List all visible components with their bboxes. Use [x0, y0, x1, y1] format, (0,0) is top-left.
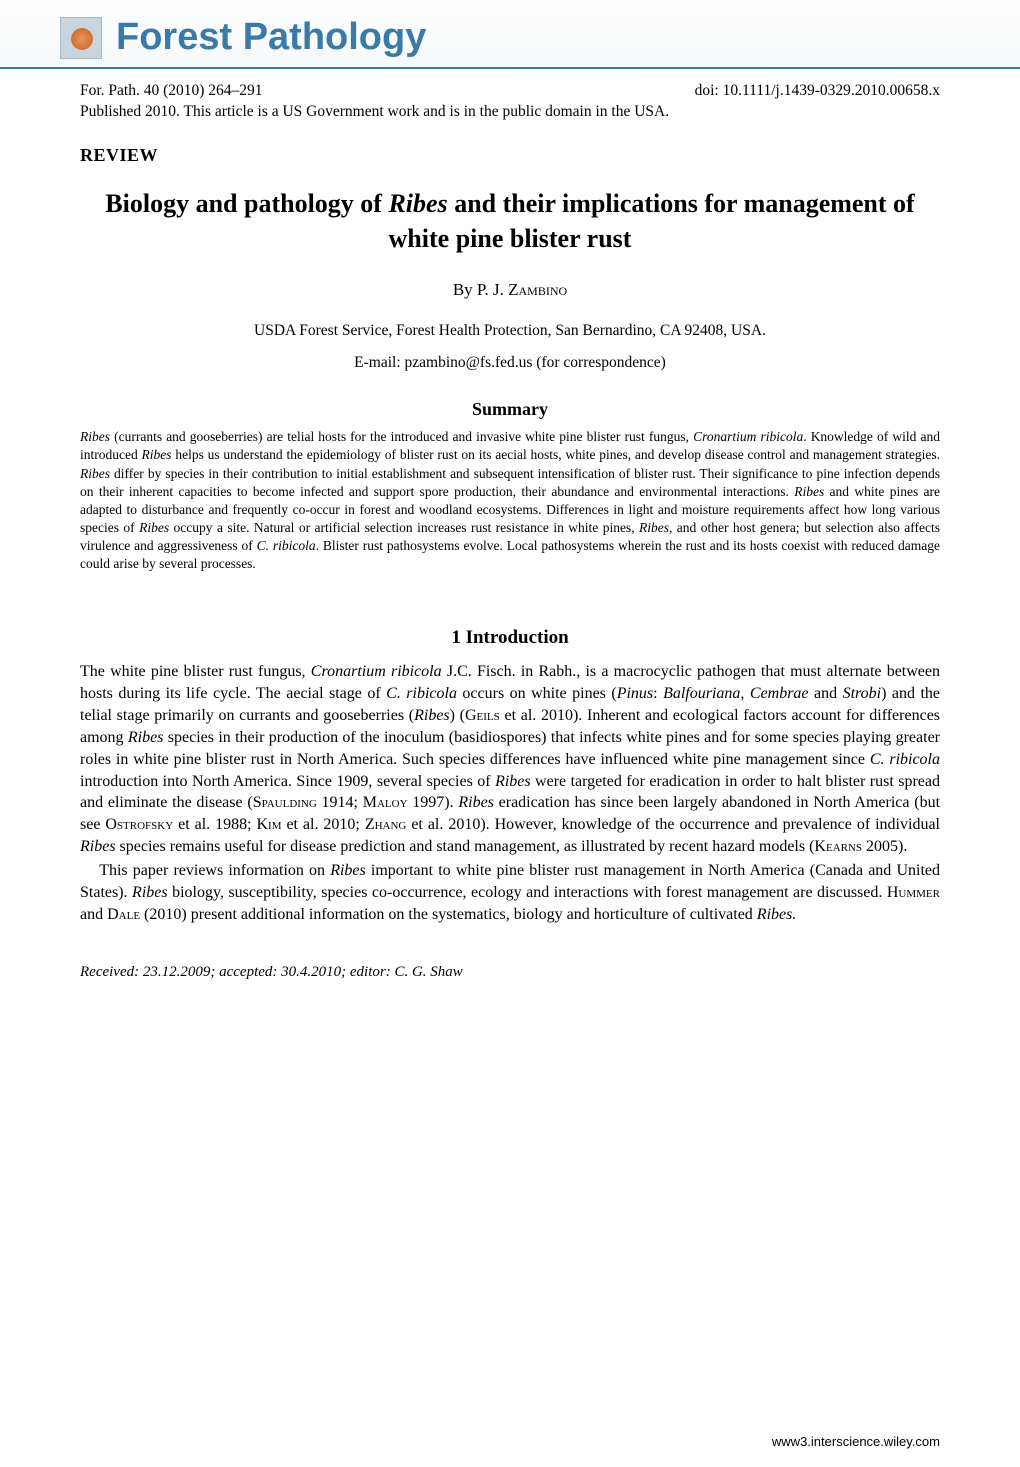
p2-t5: biology, susceptibility, species co-occu…	[168, 884, 887, 901]
p1-t16: species in their production of the inocu…	[80, 729, 940, 768]
p1-t18: introduction into North America. Since 1…	[80, 773, 495, 790]
author-by: By	[453, 280, 477, 299]
p2-a2: Dale	[107, 906, 140, 923]
sum-i7: Ribes	[80, 466, 110, 481]
affiliation-line-2: E-mail: pzambino@fs.fed.us (for correspo…	[0, 346, 1020, 378]
p2-t6: and	[80, 906, 107, 923]
p2-i8: Ribes.	[757, 906, 797, 923]
title-text-1: Biology and pathology of	[105, 189, 388, 218]
title-text-2: and their implications for management of…	[389, 189, 915, 253]
p1-t5: occurs on white pines (	[457, 685, 617, 702]
publication-note: Published 2010. This article is a US Gov…	[80, 102, 940, 123]
p1-i19: Ribes	[495, 773, 531, 790]
p1-a6: Zhang	[365, 816, 407, 833]
review-label: REVIEW	[0, 127, 1020, 166]
p1-i6: Pinus	[617, 685, 653, 702]
summary-heading: Summary	[0, 377, 1020, 428]
p1-a5: Kim	[257, 816, 282, 833]
p2-t7: (2010) present additional information on…	[140, 906, 757, 923]
p2-i4: Ribes	[132, 884, 168, 901]
journal-title: Forest Pathology	[116, 16, 426, 59]
p1-a3: Maloy	[363, 794, 408, 811]
p1-i8: Balfouriana, Cembrae	[663, 685, 808, 702]
affiliation-line-1: USDA Forest Service, Forest Health Prote…	[0, 314, 1020, 346]
p1-t7: :	[653, 685, 663, 702]
p1-t29: species remains useful for disease predi…	[116, 838, 815, 855]
author-name: P. J. Zambino	[477, 280, 567, 299]
p1-t22: 1997).	[408, 794, 459, 811]
p1-i15: Ribes	[128, 729, 164, 746]
p1-i12: Ribes	[414, 707, 450, 724]
sum-i3: Cronartium ribicola	[693, 429, 803, 444]
received-line: Received: 23.12.2009; accepted: 30.4.201…	[0, 928, 1020, 981]
summary-text: Ribes (currants and gooseberries) are te…	[0, 428, 1020, 573]
p1-t1: The white pine blister rust fungus,	[80, 663, 311, 680]
article-title: Biology and pathology of Ribes and their…	[0, 166, 1020, 266]
p1-i2: Cronartium ribicola	[311, 663, 442, 680]
citation-doi: doi: 10.1111/j.1439-0329.2010.00658.x	[695, 81, 940, 102]
p2-i2: Ribes	[330, 862, 366, 879]
p1-i17: C. ribicola	[870, 751, 940, 768]
sum-t6: helps us understand the epidemiology of …	[172, 447, 940, 462]
p1-t27: et al. 2010). However, knowledge of the …	[406, 816, 940, 833]
citation-left: For. Path. 40 (2010) 264–291	[80, 81, 263, 102]
p1-i4: C. ribicola	[386, 685, 457, 702]
sum-i5: Ribes	[142, 447, 172, 462]
intro-paragraph-2: This paper reviews information on Ribes …	[0, 860, 1020, 926]
p1-t25: et al. 1988;	[173, 816, 256, 833]
p1-i23: Ribes	[458, 794, 494, 811]
sum-t12: occupy a site. Natural or artificial sel…	[169, 520, 639, 535]
p1-t13: ) (	[450, 707, 465, 724]
p2-a1: Hummer	[887, 884, 940, 901]
journal-header: Forest Pathology	[0, 0, 1020, 69]
sum-i11: Ribes	[139, 520, 169, 535]
journal-logo-icon	[60, 17, 102, 59]
sum-i9: Ribes	[794, 484, 824, 499]
sum-i1: Ribes	[80, 429, 110, 444]
citation-block: For. Path. 40 (2010) 264–291 doi: 10.111…	[0, 69, 1020, 127]
p2-t1: This paper reviews information on	[99, 862, 330, 879]
p1-a2: Spaulding	[253, 794, 317, 811]
sum-i13: Ribes	[639, 520, 669, 535]
p1-t9: and	[809, 685, 843, 702]
sum-t2: (currants and gooseberries) are telial h…	[110, 429, 693, 444]
p1-i10: Strobi	[843, 685, 882, 702]
intro-paragraph-1: The white pine blister rust fungus, Cron…	[0, 661, 1020, 858]
title-italic-ribes: Ribes	[388, 189, 447, 218]
sum-i15: C. ribicola	[257, 538, 316, 553]
p1-a7: Kearns	[814, 838, 862, 855]
page: Forest Pathology For. Path. 40 (2010) 26…	[0, 0, 1020, 1467]
p1-i28: Ribes	[80, 838, 116, 855]
section-1-heading: 1 Introduction	[0, 573, 1020, 661]
author-line: By P. J. Zambino	[0, 266, 1020, 314]
p1-a1: Geils	[465, 707, 500, 724]
footer-url: www3.interscience.wiley.com	[772, 1434, 940, 1449]
p1-t30: 2005).	[862, 838, 907, 855]
p1-t26: et al. 2010;	[282, 816, 365, 833]
p1-t21: 1914;	[317, 794, 363, 811]
p1-a4: Ostrofsky	[105, 816, 173, 833]
citation-row: For. Path. 40 (2010) 264–291 doi: 10.111…	[80, 81, 940, 102]
